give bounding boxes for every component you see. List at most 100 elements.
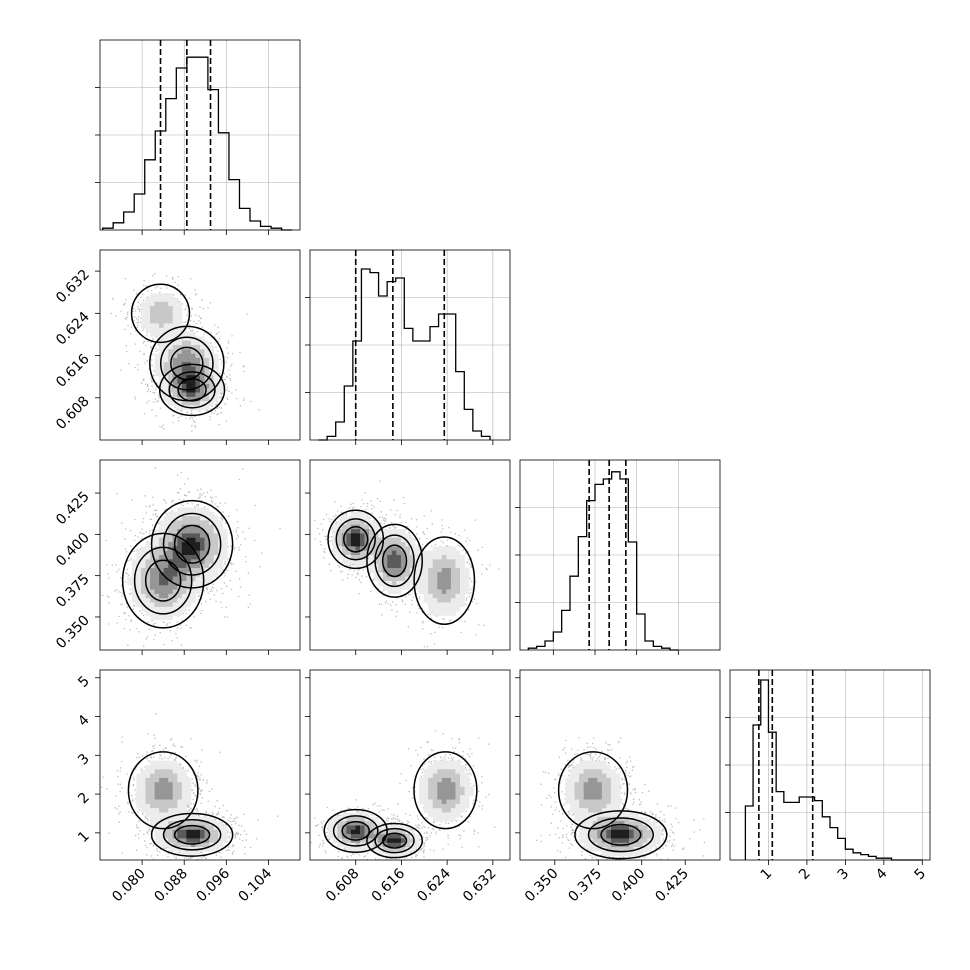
density-cell (455, 812, 461, 818)
density-cell (177, 834, 183, 839)
density-cell (450, 769, 456, 774)
density-cell (204, 370, 210, 376)
density-cell (579, 829, 584, 835)
density-cell (209, 516, 214, 521)
density-cell (140, 795, 146, 800)
density-cell (195, 851, 201, 856)
density-cell (200, 511, 205, 517)
density-cell (140, 559, 146, 564)
density-cell (168, 550, 174, 556)
density-cell (360, 563, 365, 569)
density-cell (150, 765, 155, 770)
density-cell (414, 555, 420, 560)
density-cell (574, 816, 580, 822)
density-cell (200, 345, 205, 350)
density-cell (437, 563, 443, 569)
density-cell (369, 533, 374, 539)
density-cell (186, 370, 192, 376)
density-cell (172, 773, 178, 779)
density-cell (455, 769, 461, 774)
density-cell (154, 589, 160, 595)
density-cell (414, 546, 420, 551)
density-cell (610, 812, 616, 818)
density-cell (136, 567, 142, 573)
density-cell (588, 829, 594, 835)
density-cell (154, 550, 160, 556)
density-cell (432, 563, 438, 569)
density-cell (222, 546, 228, 551)
density-cell (606, 812, 612, 818)
density-cell (168, 765, 174, 770)
density-cell (579, 825, 584, 831)
density-cell (437, 580, 443, 586)
density-cell (163, 773, 169, 779)
density-cell (154, 838, 160, 844)
density-cell (432, 567, 438, 573)
density-cell (145, 795, 151, 800)
density-cell (177, 511, 183, 517)
density-cell (181, 803, 187, 809)
density-cell (177, 842, 183, 848)
density-cell (140, 808, 146, 813)
density-cell (441, 572, 447, 577)
density-cell (620, 812, 625, 818)
density-cell (432, 812, 438, 818)
density-cell (168, 576, 174, 582)
density-cell (154, 576, 160, 582)
density-cell (131, 585, 137, 590)
density-cell (154, 353, 160, 359)
density-cell (195, 546, 201, 551)
density-cell (455, 593, 461, 599)
density-cell (159, 327, 164, 333)
density-cell (437, 611, 443, 616)
density-cell (177, 366, 183, 372)
density-cell (181, 808, 187, 813)
density-cell (579, 777, 584, 783)
density-cell (200, 537, 205, 543)
density-cell (150, 790, 155, 796)
density-cell (172, 345, 178, 350)
density-cell (195, 516, 201, 521)
density-cell (154, 310, 160, 316)
density-cell (177, 516, 183, 521)
density-cell (337, 816, 343, 822)
density-cell (360, 829, 365, 835)
density-cell (131, 593, 137, 599)
density-cell (396, 550, 402, 556)
density-cell (195, 401, 201, 406)
density-cell (168, 606, 174, 612)
density-cell (190, 580, 196, 586)
density-cell (163, 821, 169, 826)
density-cell (364, 812, 370, 818)
density-cell (592, 782, 598, 787)
density-cell (432, 765, 438, 770)
density-cell (168, 821, 174, 826)
density-cell (181, 533, 187, 539)
density-cell (606, 803, 612, 809)
contour-line (133, 546, 193, 615)
density-cell (387, 546, 393, 551)
density-cell (606, 777, 612, 783)
density-cell (200, 559, 205, 564)
density-cell (350, 511, 356, 517)
density-cell (450, 799, 456, 805)
density-cell (592, 765, 598, 770)
density-cell (209, 816, 214, 822)
density-cell (455, 765, 461, 770)
density-cell (419, 580, 424, 586)
density-cell (213, 842, 219, 848)
density-cell (159, 769, 164, 774)
density-cell (373, 533, 379, 539)
density-cell (355, 520, 361, 526)
density-cell (177, 340, 183, 346)
density-cell (364, 847, 370, 852)
density-cell (186, 598, 192, 603)
density-cell (396, 555, 402, 560)
density-cell (341, 838, 347, 844)
density-cell (391, 537, 397, 543)
density-cell (181, 769, 187, 774)
density-cell (209, 542, 214, 547)
density-cell (455, 606, 461, 612)
density-cell (446, 803, 452, 809)
density-cell (391, 847, 397, 852)
